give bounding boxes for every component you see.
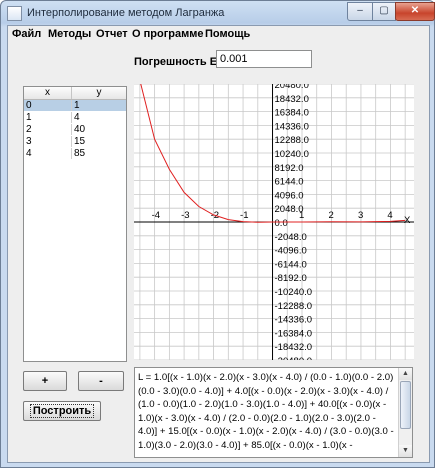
y-tick-label: 10240.0 <box>275 149 309 160</box>
y-tick-label: 18432.0 <box>275 94 309 105</box>
y-tick-label: -20480.0 <box>275 356 313 360</box>
app-icon <box>7 6 22 21</box>
cell-y[interactable]: 15 <box>74 136 86 147</box>
y-tick-label: 16384.0 <box>275 108 309 119</box>
y-tick-label: -12288.0 <box>275 301 313 312</box>
minimize-button[interactable]: – <box>347 2 373 21</box>
cell-y[interactable]: 85 <box>74 148 86 159</box>
window-title: Интерполирование методом Лагранжа <box>27 7 225 19</box>
close-button[interactable]: ✕ <box>395 2 435 21</box>
maximize-button[interactable]: ▢ <box>372 2 396 21</box>
y-tick-label: -10240.0 <box>275 287 313 298</box>
x-tick-label: -4 <box>152 210 160 221</box>
cell-x[interactable]: 2 <box>24 124 72 135</box>
y-tick-label: -2048.0 <box>275 232 307 243</box>
scroll-up-icon[interactable]: ▲ <box>399 368 412 380</box>
interpolation-curve <box>140 84 406 223</box>
menu-help[interactable]: Помощь <box>205 28 251 40</box>
error-label: Погрешность E = <box>134 56 227 68</box>
x-tick-label: 3 <box>358 210 363 221</box>
remove-row-button[interactable]: - <box>78 371 124 391</box>
scroll-thumb[interactable] <box>400 381 411 429</box>
y-tick-label: 2048.0 <box>275 204 304 215</box>
table-row[interactable]: 4 85 <box>24 148 126 159</box>
x-tick-label: -1 <box>240 210 248 221</box>
title-bar[interactable]: Интерполирование методом Лагранжа – ▢ ✕ <box>1 1 435 25</box>
scroll-down-icon[interactable]: ▼ <box>399 445 412 457</box>
header-x[interactable]: x <box>24 87 72 99</box>
x-tick-label: 2 <box>328 210 333 221</box>
cell-x[interactable]: 0 <box>24 100 72 111</box>
menu-report[interactable]: Отчет <box>96 28 128 40</box>
cell-y[interactable]: 1 <box>74 100 80 111</box>
x-tick-label: 1 <box>299 210 304 221</box>
error-input[interactable] <box>216 50 312 68</box>
menu-file[interactable]: Файл <box>12 28 42 40</box>
y-tick-label: 8192.0 <box>275 163 304 174</box>
y-tick-label: 0.0 <box>275 218 288 229</box>
y-tick-label: 4096.0 <box>275 190 304 201</box>
y-tick-label: -6144.0 <box>275 259 307 270</box>
add-row-button[interactable]: + <box>23 371 67 391</box>
menu-bar: Файл Методы Отчет О программе Помощь <box>8 26 429 43</box>
x-tick-label: -3 <box>181 210 189 221</box>
client-area: Файл Методы Отчет О программе Помощь Пог… <box>7 25 430 463</box>
points-table[interactable]: x y 0 1 1 4 2 40 3 15 4 85 <box>23 86 127 362</box>
formula-textarea[interactable]: L = 1.0[(x - 1.0)(x - 2.0)(x - 3.0)(x - … <box>134 367 413 458</box>
cell-x[interactable]: 3 <box>24 136 72 147</box>
menu-methods[interactable]: Методы <box>48 28 92 40</box>
y-tick-label: 20480.0 <box>275 84 309 91</box>
menu-about[interactable]: О программе <box>132 28 204 40</box>
y-tick-label: -4096.0 <box>275 246 307 257</box>
table-row[interactable]: 3 15 <box>24 136 126 147</box>
table-row[interactable]: 1 4 <box>24 112 126 123</box>
cell-x[interactable]: 1 <box>24 112 72 123</box>
plot-svg: 20480.0 18432.0 16384.0 14336.0 12288.0 10240… <box>134 84 414 360</box>
y-tick-label: -14336.0 <box>275 315 313 326</box>
build-button-label: Построить <box>29 404 95 418</box>
y-tick-label: -16384.0 <box>275 328 313 339</box>
cell-y[interactable]: 4 <box>74 112 80 123</box>
formula-text: L = 1.0[(x - 1.0)(x - 2.0)(x - 3.0)(x - … <box>138 372 394 451</box>
vertical-scrollbar[interactable]: ▲ ▼ <box>398 368 412 457</box>
build-button[interactable]: Построить <box>23 401 101 421</box>
table-row[interactable]: 2 40 <box>24 124 126 135</box>
y-tick-label: 14336.0 <box>275 121 309 132</box>
header-y[interactable]: y <box>96 87 102 98</box>
table-row[interactable]: 0 1 <box>24 100 126 111</box>
plot-area[interactable]: 20480.0 18432.0 16384.0 14336.0 12288.0 10240… <box>134 84 414 360</box>
table-header: x y <box>24 87 126 100</box>
y-tick-label: 12288.0 <box>275 135 309 146</box>
x-tick-label: 4 <box>387 210 392 221</box>
cell-y[interactable]: 40 <box>74 124 86 135</box>
cell-x[interactable]: 4 <box>24 148 72 159</box>
y-tick-label: -18432.0 <box>275 342 313 353</box>
x-axis-name: X <box>404 215 411 226</box>
y-tick-label: -8192.0 <box>275 273 307 284</box>
y-tick-label: 6144.0 <box>275 177 304 188</box>
